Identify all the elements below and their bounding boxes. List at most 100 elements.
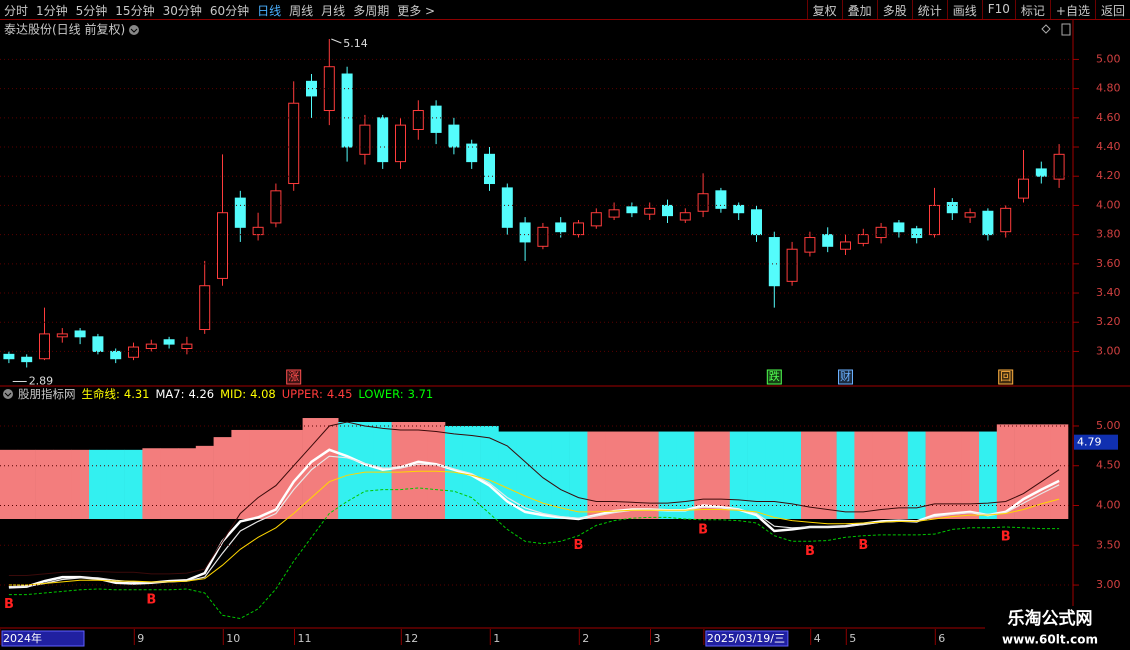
legend-value: 4.08 [250, 387, 276, 401]
candle-body [1035, 168, 1047, 177]
period-tab[interactable]: 周线 [289, 4, 314, 18]
regime-bar [605, 431, 624, 519]
buy-signal: B [574, 538, 584, 553]
period-tab[interactable]: 多周期 [353, 4, 390, 18]
regime-bar [427, 421, 446, 519]
candle-body [608, 209, 620, 218]
period-tab[interactable]: 更多 > [397, 4, 436, 18]
x-tick-label: 2 [582, 632, 589, 645]
indicator-line [8, 448, 1060, 589]
regime-bar [765, 431, 784, 519]
candle-body [590, 212, 602, 227]
period-tab[interactable]: 分时 [4, 4, 29, 18]
regime-bar [551, 431, 570, 519]
regime-bar [71, 449, 90, 519]
regime-bar [338, 421, 357, 519]
regime-bar [17, 449, 36, 519]
candle-body [1053, 153, 1065, 180]
tool-button[interactable]: 叠加 [841, 0, 877, 19]
y-tick-label: 3.60 [1096, 257, 1121, 270]
regime-bar [872, 431, 891, 519]
tool-button[interactable]: 标记 [1014, 0, 1050, 19]
period-tab[interactable]: 15分钟 [115, 4, 155, 18]
period-tab[interactable]: 60分钟 [209, 4, 250, 18]
buy-signal: B [4, 597, 14, 612]
regime-bar [640, 431, 659, 519]
x-tick-label: 6 [938, 632, 945, 645]
regime-bar [409, 421, 428, 519]
period-tab[interactable]: 1分钟 [36, 4, 68, 18]
candle-body [1018, 178, 1029, 199]
candle-body [982, 210, 994, 236]
min-label: 2.89 [29, 374, 54, 387]
regime-bar [534, 431, 553, 519]
legend-name: MID [220, 387, 242, 401]
candle-body [21, 356, 33, 363]
event-box [766, 369, 782, 385]
tool-button[interactable]: 返回 [1094, 0, 1130, 19]
legend-value: 4.45 [327, 387, 353, 401]
tool-buttons: 复权 叠加 多股 统计 画线 F10 标记 +自选 返回 [806, 0, 1130, 19]
tool-button[interactable]: F10 [981, 0, 1015, 19]
candle-body [56, 333, 68, 338]
crosshair-date-box [705, 630, 789, 647]
max-label: 5.14 [343, 37, 368, 50]
candle-body [217, 212, 228, 279]
y-tick-label: 3.20 [1096, 315, 1121, 328]
legend-value: 3.71 [408, 387, 434, 401]
y-tick-label: 4.40 [1096, 140, 1121, 153]
x-tick-label: 5 [849, 632, 856, 645]
candle-body [341, 73, 353, 148]
x-tick-label: 2025/03/19/三 [707, 632, 785, 645]
candle-body [519, 222, 531, 243]
regime-bar [267, 429, 286, 519]
regime-bar [195, 445, 214, 519]
tool-button[interactable]: +自选 [1049, 0, 1095, 19]
regime-bar [747, 431, 766, 519]
regime-bar [106, 449, 125, 519]
crosshair-date-box [1, 630, 85, 647]
period-tab[interactable]: 30分钟 [162, 4, 202, 18]
regime-bar [979, 431, 998, 519]
regime-bar [249, 429, 268, 519]
candle-body [786, 248, 798, 282]
regime-bar [943, 431, 962, 519]
dropdown-icon[interactable] [129, 25, 139, 35]
candle-body [822, 234, 834, 247]
indicator-line [8, 487, 1060, 620]
period-tab[interactable]: 日线 [257, 4, 282, 18]
indicator-dropdown-icon[interactable] [3, 389, 13, 399]
period-tab[interactable]: 月线 [321, 4, 346, 18]
cursor-value: 4.79 [1077, 436, 1102, 449]
regime-bar [783, 431, 802, 519]
tool-button[interactable]: 复权 [806, 0, 842, 19]
regime-bar [1050, 424, 1069, 519]
window-icon[interactable] [1061, 23, 1071, 36]
candle-body [697, 193, 709, 212]
candle-body [573, 222, 584, 236]
candle-body [288, 102, 300, 185]
candle-body [1000, 207, 1012, 233]
candle-body [145, 343, 157, 349]
legend-separator: : [319, 387, 323, 401]
tool-button[interactable]: 统计 [911, 0, 947, 19]
regime-bar [160, 448, 179, 519]
candle-body [234, 197, 246, 228]
regime-bar [320, 418, 339, 519]
tool-button[interactable]: 画线 [946, 0, 982, 19]
regime-bar [658, 431, 677, 519]
x-tick-label: 11 [298, 632, 312, 645]
regime-bar [1032, 424, 1051, 519]
regime-bar [516, 431, 535, 519]
x-tick-label: 10 [226, 632, 240, 645]
candle-body [3, 353, 15, 360]
regime-bar [729, 431, 748, 519]
candle-body [128, 346, 139, 358]
diamond-icon[interactable] [1041, 24, 1051, 34]
indicator-legend: 股朋指标网 生命线: 4.31 MA7: 4.26 MID: 4.08 UPPER: 4.45 L… [18, 387, 433, 401]
tool-button[interactable]: 多股 [876, 0, 912, 19]
y-tick-label: 3.40 [1096, 286, 1121, 299]
period-tab[interactable]: 5分钟 [75, 4, 108, 18]
y-tick-label: 4.50 [1096, 459, 1121, 472]
event-box [838, 369, 853, 385]
